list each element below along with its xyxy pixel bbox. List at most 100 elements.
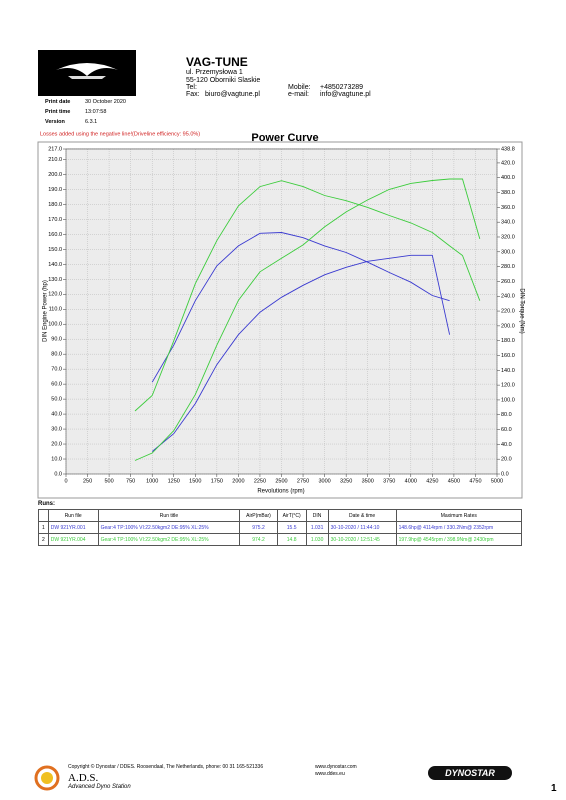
header-row: Run file Run title AirP(mBar) AirT(°C) DIN Da…	[38, 509, 523, 522]
print-value: 6.3.1	[85, 119, 98, 125]
x-tick-label: 3250	[340, 478, 352, 484]
logo-art	[56, 63, 118, 79]
y2-tick-label: 220.0	[501, 309, 515, 315]
print-value: 13:07:58	[85, 109, 107, 115]
y-tick-label: 110.0	[49, 307, 62, 313]
y2-axis-title: DIN Torque (Nm)	[518, 288, 524, 333]
y2-tick-label: 80.0	[501, 412, 512, 418]
chart-title: Power Curve	[251, 132, 318, 144]
x-tick-label: 4250	[426, 478, 438, 484]
runs-table: Run file Run title AirP(mBar) AirT(°C) DIN Da…	[38, 509, 523, 546]
x-tick-label: 0	[64, 478, 67, 484]
value: +4850273289	[320, 84, 364, 91]
y-tick-label: 0.0	[54, 471, 62, 477]
cell: Gear:4 TP:100% VI:22.50kgm2 DE:95% XL:25…	[97, 521, 241, 534]
copyright: Copyright © Dynostar / DDES. Roosendaal,…	[68, 764, 264, 770]
y2-tick-label: 240.0	[501, 294, 515, 300]
cell: 148.6hp@ 4114rpm / 330.2Nm@ 2352rpm	[395, 521, 523, 534]
ads: A.D.S.	[68, 772, 99, 784]
cell: DW 921YR.004	[47, 533, 99, 546]
x-tick-label: 2250	[254, 478, 266, 484]
y2-tick-label: 160.0	[501, 353, 515, 359]
y2-tick-label: 380.0	[501, 190, 515, 196]
cell: 975.2	[239, 521, 278, 534]
x-tick-label: 250	[83, 478, 92, 484]
value: biuro@vagtune.pl	[205, 91, 260, 98]
label: Mobile:	[288, 84, 311, 91]
y-tick-label: 180.0	[48, 202, 62, 208]
y-tick-label: 190.0	[48, 187, 62, 193]
y2-tick-label: 260.0	[501, 279, 515, 285]
y-axis-title: DIN Engine Power (hp)	[43, 280, 49, 342]
cell: DW 921YR.001	[47, 521, 99, 534]
label: e-mail:	[288, 91, 310, 98]
address: ul. Przemysłowa 1	[186, 69, 243, 76]
label: Fax:	[186, 91, 200, 98]
y-tick-label: 120.0	[48, 292, 62, 298]
y-tick-label: 217.0	[48, 146, 62, 152]
column-header: Run file	[47, 509, 99, 522]
y2-tick-label: 320.0	[501, 234, 515, 240]
x-tick-label: 3500	[362, 478, 374, 484]
link: www.dynostar.com	[315, 764, 357, 770]
y2-tick-label: 200.0	[501, 323, 515, 329]
y2-tick-label: 400.0	[501, 175, 515, 181]
y2-tick-label: 120.0	[501, 383, 515, 389]
series-line	[134, 178, 481, 461]
logo	[38, 50, 136, 96]
ads-logo	[34, 765, 60, 791]
x-tick-label: 2500	[275, 478, 287, 484]
y-tick-label: 40.0	[51, 412, 62, 418]
column-header: AirT(°C)	[276, 509, 307, 522]
x-tick-label: 4750	[469, 478, 481, 484]
column-header: Run title	[97, 509, 241, 522]
x-tick-label: 1500	[189, 478, 201, 484]
brand: DYNOSTAR	[428, 766, 512, 780]
print-label: Version	[45, 119, 65, 125]
note: Losses added using the negative line!(Dr…	[40, 131, 200, 137]
y2-tick-label: 100.0	[501, 397, 515, 403]
value: info@vagtune.pl	[320, 91, 371, 98]
column-header: AirP(mBar)	[239, 509, 278, 522]
y2-tick-label: 180.0	[501, 338, 515, 344]
x-tick-label: 3000	[318, 478, 330, 484]
column-header: Maximum Rates	[395, 509, 523, 522]
y-tick-label: 90.0	[51, 337, 62, 343]
y-tick-label: 170.0	[48, 217, 62, 223]
x-tick-label: 3750	[383, 478, 395, 484]
cell: Gear:4 TP:100% VI:22.50kgm2 DE:95% XL:25…	[97, 533, 241, 546]
company: VAG-TUNE	[186, 55, 248, 69]
y-tick-label: 210.0	[48, 157, 62, 163]
column-header	[38, 509, 49, 522]
x-axis-title: Revolutions (rpm)	[257, 489, 304, 495]
link: www.ddes.eu	[315, 771, 345, 777]
chart: Losses added using the negative line!(Dr…	[37, 131, 524, 499]
y2-tick-label: 140.0	[501, 368, 515, 374]
series-line	[134, 180, 481, 412]
plot-border	[65, 148, 498, 475]
y2-tick-label: 40.0	[501, 442, 512, 448]
x-tick-label: 2000	[232, 478, 244, 484]
y-tick-label: 140.0	[48, 262, 62, 268]
y-tick-label: 70.0	[51, 367, 62, 373]
label: Tel:	[186, 84, 197, 91]
y-tick-label: 100.0	[48, 322, 62, 328]
y2-tick-label: 300.0	[501, 249, 515, 255]
y-tick-label: 150.0	[48, 247, 62, 253]
y2-tick-label: 438.8	[501, 146, 515, 152]
x-tick-label: 1000	[146, 478, 158, 484]
x-tick-label: 4000	[405, 478, 417, 484]
cell: 974.2	[239, 533, 278, 546]
y2-tick-label: 280.0	[501, 264, 515, 270]
column-header: Date & time	[327, 509, 397, 522]
y2-tick-label: 0.0	[501, 471, 509, 477]
x-tick-label: 500	[105, 478, 114, 484]
x-tick-label: 4500	[448, 478, 460, 484]
y-tick-label: 50.0	[51, 397, 62, 403]
y2-tick-label: 420.0	[501, 160, 515, 166]
print-label: Print time	[45, 109, 71, 115]
y-tick-label: 20.0	[51, 441, 62, 447]
y2-tick-label: 20.0	[501, 457, 512, 463]
cell: 1.030	[305, 533, 329, 546]
